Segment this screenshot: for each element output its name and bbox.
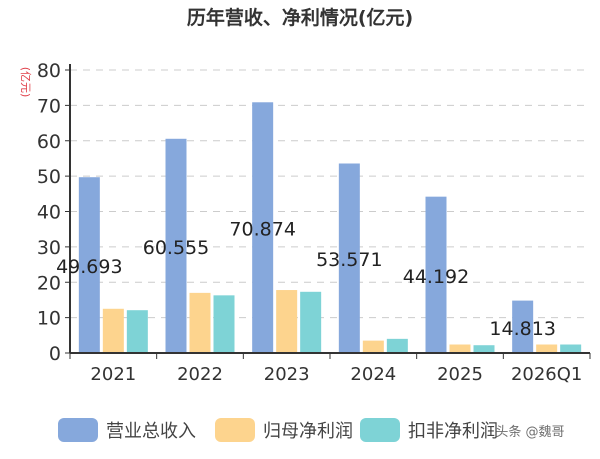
bar: [252, 102, 274, 353]
bar: [560, 344, 582, 353]
y-tick-label: 20: [37, 272, 61, 294]
x-tick-label: 2023: [264, 364, 310, 385]
data-label: 60.555: [143, 237, 209, 259]
bar: [338, 163, 360, 353]
bar: [276, 290, 298, 353]
watermark: 头条 @魏哥: [495, 424, 564, 440]
bar: [165, 138, 187, 353]
y-tick-label: 60: [37, 131, 61, 153]
bar: [386, 338, 408, 353]
bar: [78, 177, 100, 353]
legend-swatch: [58, 418, 98, 442]
y-tick-label: 50: [37, 166, 61, 188]
legend-swatch: [215, 418, 255, 442]
legend-label: 归母净利润: [263, 421, 353, 442]
y-tick-label: 40: [37, 202, 61, 224]
data-label: 14.813: [489, 318, 555, 340]
data-label: 49.693: [56, 256, 122, 278]
bar: [536, 344, 558, 353]
bar: [102, 308, 124, 353]
data-label: 44.192: [403, 266, 469, 288]
data-label: 53.571: [316, 249, 382, 271]
y-tick-label: 70: [37, 95, 61, 117]
x-tick-label: 2024: [350, 364, 396, 385]
bar: [512, 300, 534, 353]
bar: [213, 295, 235, 353]
chart-title: 历年营收、净利情况(亿元): [187, 6, 413, 29]
x-tick-label: 2021: [90, 364, 136, 385]
x-tick-label: 2022: [177, 364, 223, 385]
bar: [473, 345, 495, 353]
x-tick-label: 2026Q1: [511, 364, 582, 385]
bar: [425, 196, 447, 353]
data-label: 70.874: [229, 219, 295, 241]
bar: [449, 344, 471, 353]
x-tick-label: 2025: [437, 364, 483, 385]
legend-label: 扣非净利润: [408, 421, 498, 442]
bar: [362, 340, 384, 353]
bar: [189, 292, 211, 353]
bar: [300, 291, 322, 353]
y-tick-label: 30: [37, 237, 61, 259]
y-tick-label: 80: [37, 60, 61, 82]
y-tick-label: 10: [37, 308, 61, 330]
legend-label: 营业总收入: [106, 421, 196, 442]
legend-swatch: [360, 418, 400, 442]
bar: [126, 310, 148, 353]
y-tick-label: 0: [49, 343, 61, 365]
y-axis-label: (亿元): [19, 67, 32, 98]
